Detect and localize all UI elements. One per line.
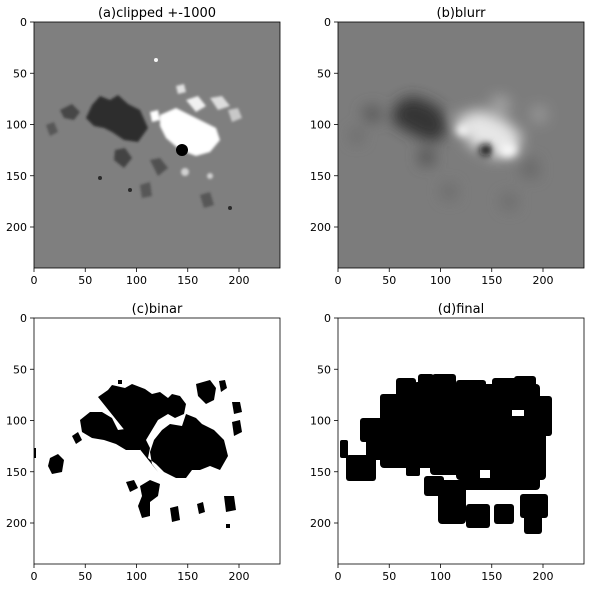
x-tick-label: 0	[335, 570, 342, 583]
y-tick-label: 50	[13, 363, 27, 376]
axes-ticks-layer: 0 50 100 150 200 0 50 100 150 200 0 50 100 150 200 0 50 1…	[6, 16, 554, 583]
panel-b-image	[338, 22, 584, 268]
y-tick-label: 0	[20, 16, 27, 29]
x-tick-label: 150	[177, 570, 198, 583]
y-tick-label: 200	[6, 517, 27, 530]
panel-a-title: (a)clipped +-1000	[98, 6, 216, 21]
x-tick-label: 200	[229, 274, 250, 287]
panel-a-image	[34, 22, 280, 268]
y-tick-label: 100	[6, 415, 27, 428]
panel-c: (c)binar	[33, 302, 281, 565]
x-tick-label: 100	[430, 274, 451, 287]
panel-b: (b)blurr	[337, 6, 585, 269]
y-tick-label: 50	[13, 67, 27, 80]
y-tick-label: 150	[6, 170, 27, 183]
y-tick-label: 200	[6, 221, 27, 234]
y-tick-label: 50	[317, 67, 331, 80]
x-tick-label: 50	[382, 570, 396, 583]
y-tick-label: 50	[317, 363, 331, 376]
panel-d-image	[338, 318, 584, 564]
y-tick-label: 0	[324, 312, 331, 325]
x-tick-label: 0	[335, 274, 342, 287]
panel-d-title: (d)final	[438, 302, 484, 317]
y-tick-label: 200	[310, 221, 331, 234]
x-tick-label: 200	[533, 570, 554, 583]
panel-c-title: (c)binar	[132, 302, 183, 317]
y-tick-label: 200	[310, 517, 331, 530]
x-tick-label: 50	[382, 274, 396, 287]
panel-b-title: (b)blurr	[437, 6, 487, 21]
x-tick-label: 150	[481, 570, 502, 583]
x-tick-label: 150	[481, 274, 502, 287]
x-tick-label: 100	[126, 570, 147, 583]
y-tick-label: 150	[310, 466, 331, 479]
y-tick-label: 150	[6, 466, 27, 479]
x-tick-label: 50	[78, 274, 92, 287]
x-tick-label: 150	[177, 274, 198, 287]
x-tick-label: 100	[126, 274, 147, 287]
panel-a: (a)clipped +-1000	[33, 6, 281, 269]
y-tick-label: 100	[6, 119, 27, 132]
x-tick-label: 0	[31, 274, 38, 287]
x-tick-label: 200	[229, 570, 250, 583]
panel-d: (d)final	[337, 302, 585, 565]
y-tick-label: 0	[324, 16, 331, 29]
x-tick-label: 100	[430, 570, 451, 583]
y-tick-label: 100	[310, 415, 331, 428]
panel-c-image	[34, 318, 280, 564]
y-tick-label: 100	[310, 119, 331, 132]
x-tick-label: 0	[31, 570, 38, 583]
y-tick-label: 0	[20, 312, 27, 325]
y-tick-label: 150	[310, 170, 331, 183]
x-tick-label: 200	[533, 274, 554, 287]
x-tick-label: 50	[78, 570, 92, 583]
